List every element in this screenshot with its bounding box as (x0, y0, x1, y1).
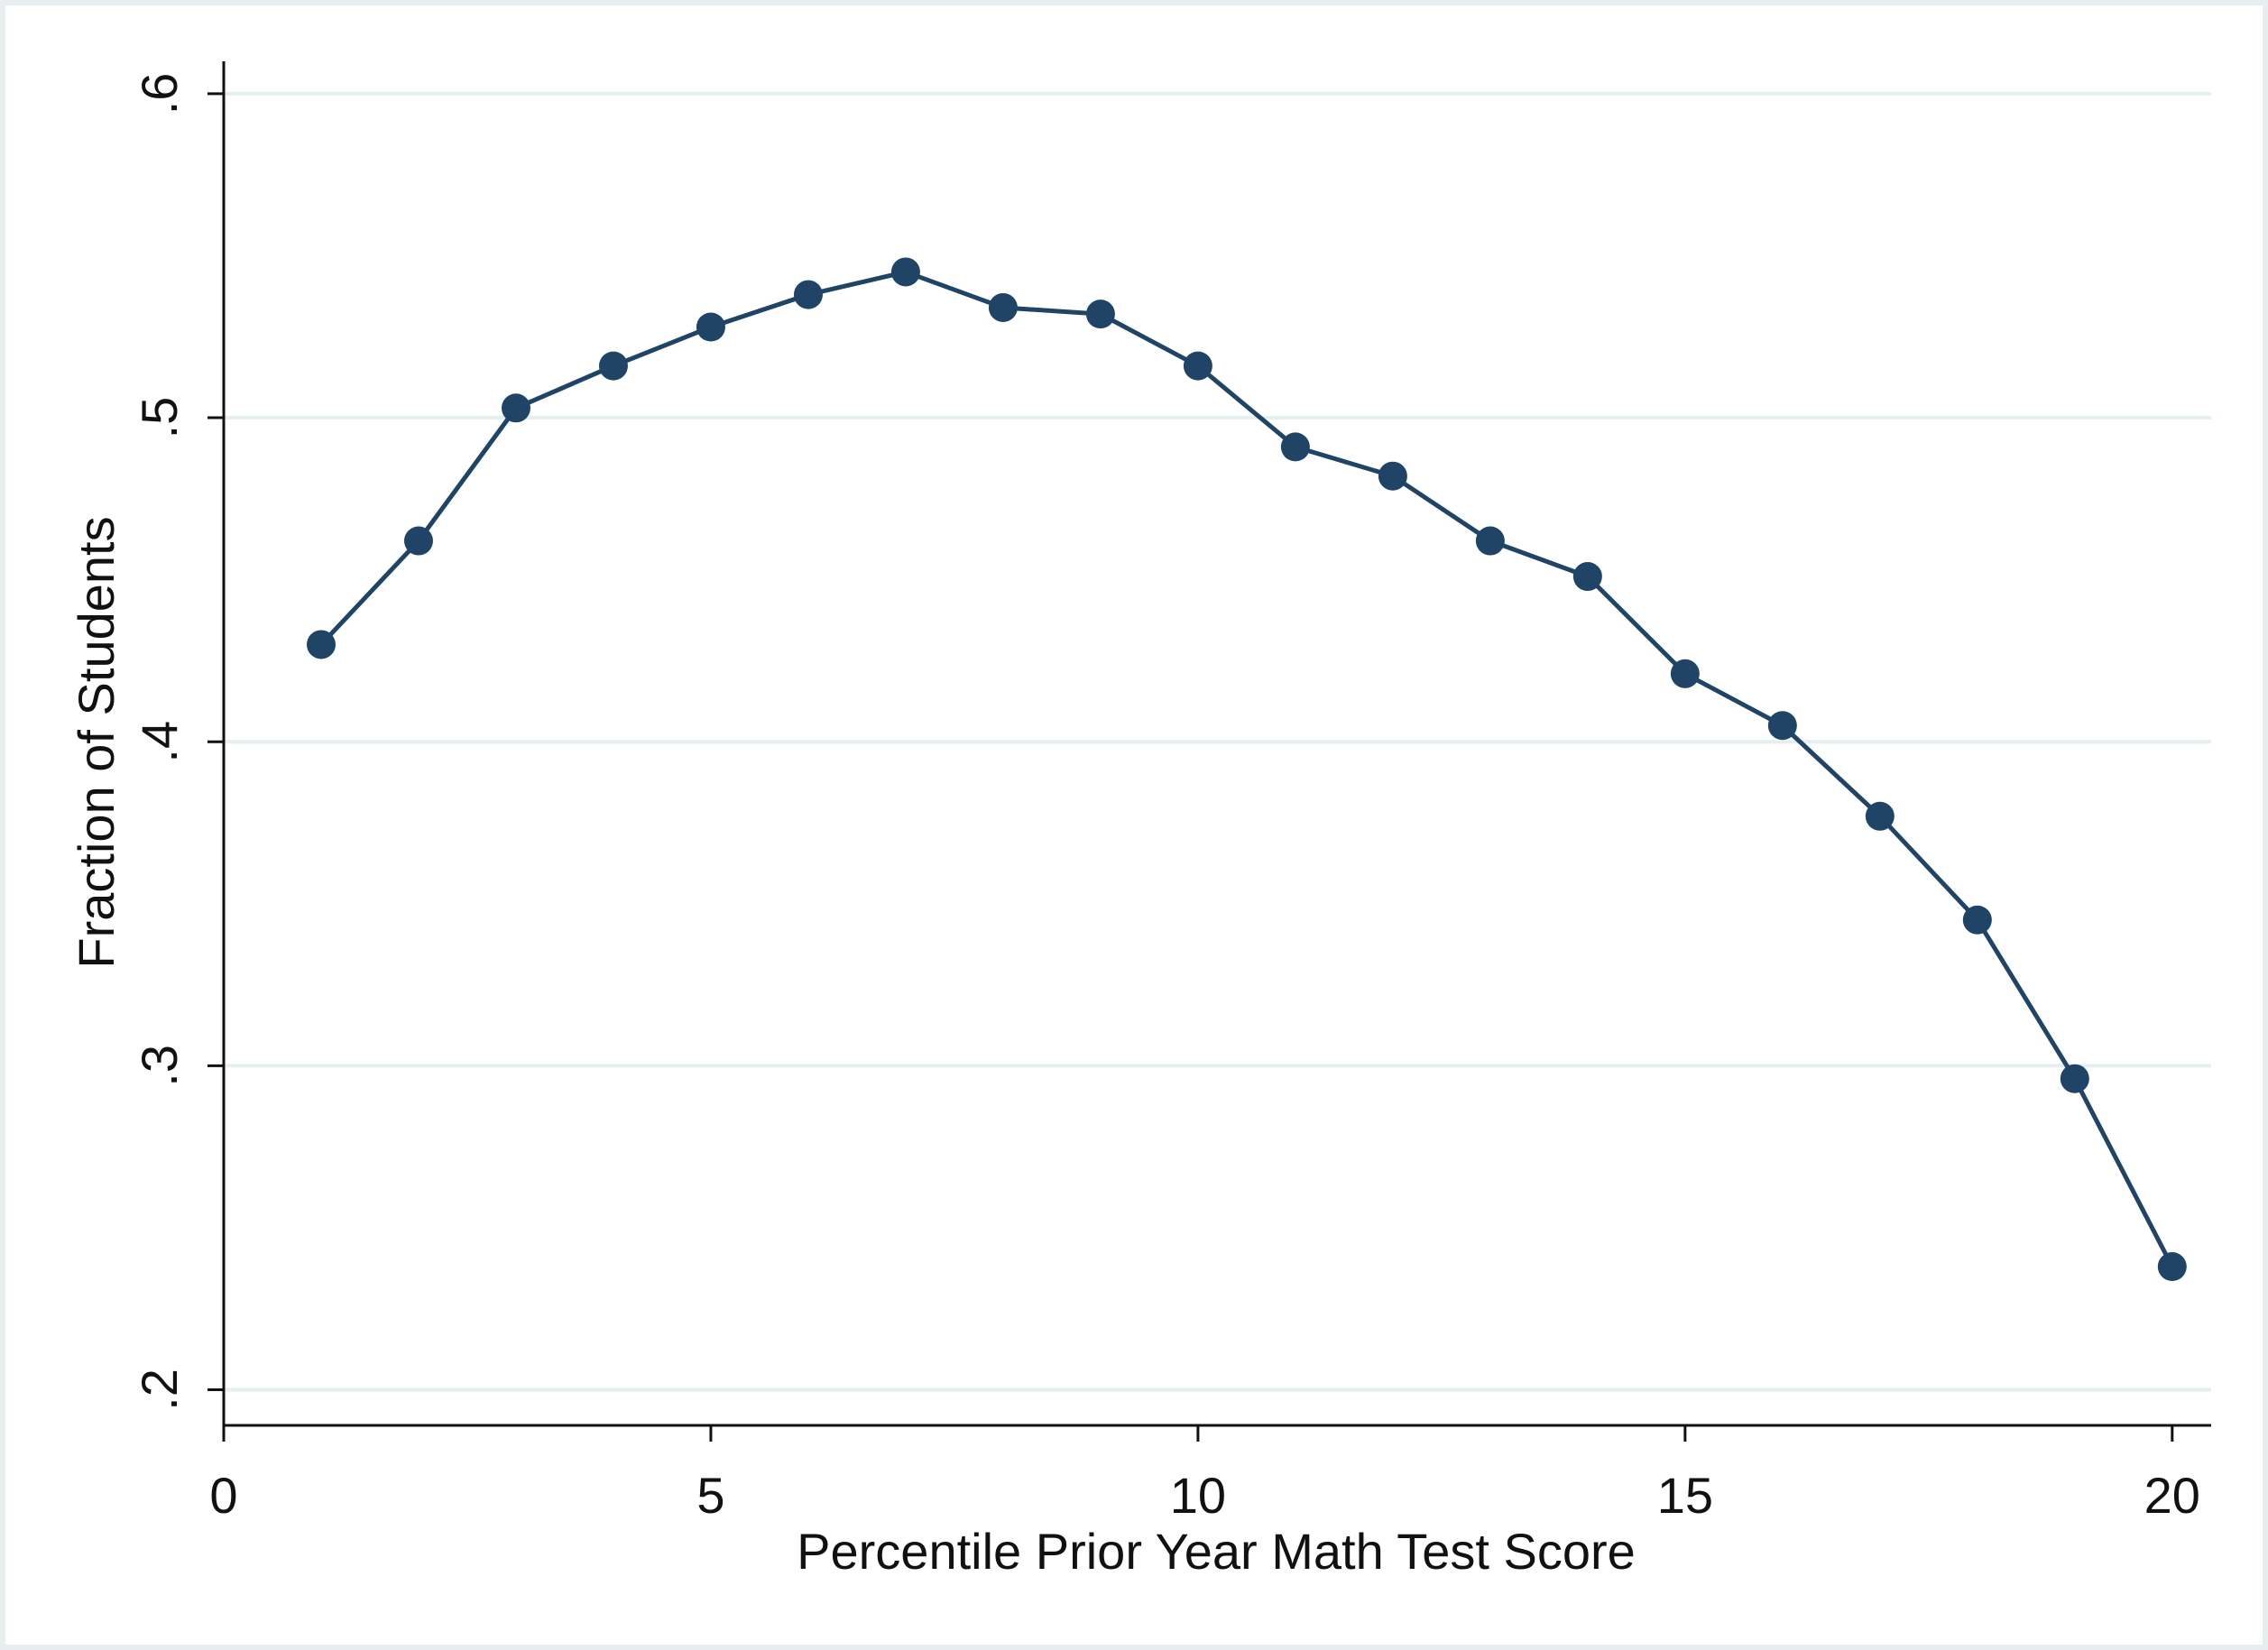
grid-lines (224, 91, 2211, 1392)
data-point-17 (1865, 801, 1895, 831)
data-point-7 (890, 257, 920, 287)
series-layer (306, 257, 2187, 1282)
y-tick-label-3: .5 (131, 397, 188, 439)
x-axis-ticks: 0 5 10 15 20 (209, 1425, 2200, 1524)
data-point-15 (1670, 659, 1700, 688)
data-point-13 (1475, 526, 1505, 556)
data-point-1 (306, 630, 336, 659)
y-axis-title: Fraction of Students (68, 516, 124, 968)
data-point-9 (1085, 300, 1115, 329)
axes (222, 61, 2211, 1427)
data-point-14 (1572, 562, 1602, 592)
data-point-5 (696, 312, 725, 342)
x-tick-label-4: 20 (2144, 1467, 2200, 1524)
data-point-19 (2060, 1064, 2089, 1093)
data-point-6 (793, 280, 823, 309)
data-point-12 (1378, 461, 1407, 491)
x-tick-label-3: 15 (1657, 1467, 1713, 1524)
y-axis-ticks: .2 .3 .4 .5 .6 (131, 73, 224, 1411)
data-point-16 (1767, 711, 1797, 741)
y-tick-label-2: .4 (131, 721, 188, 763)
x-tick-label-0: 0 (209, 1467, 237, 1524)
data-point-10 (1183, 351, 1212, 381)
x-axis-title: Percentile Prior Year Math Test Score (797, 1523, 1636, 1580)
series-line-0 (319, 269, 2175, 1268)
y-tick-label-0: .2 (131, 1369, 188, 1411)
x-tick-label-1: 5 (696, 1467, 724, 1524)
data-point-20 (2157, 1252, 2187, 1282)
data-point-8 (988, 292, 1018, 322)
data-point-2 (403, 526, 433, 556)
data-point-4 (598, 351, 628, 381)
y-tick-label-1: .3 (131, 1045, 188, 1087)
data-point-11 (1280, 432, 1310, 462)
x-tick-label-2: 10 (1170, 1467, 1226, 1524)
y-tick-label-4: .6 (131, 73, 188, 115)
data-point-18 (1962, 905, 1992, 935)
data-point-3 (501, 393, 530, 423)
